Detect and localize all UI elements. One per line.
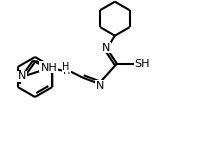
Text: SH: SH — [134, 59, 150, 69]
Text: N: N — [102, 43, 110, 53]
Text: N: N — [96, 81, 104, 91]
Text: N: N — [18, 71, 26, 81]
Text: H: H — [62, 62, 70, 72]
Text: NH: NH — [40, 63, 57, 73]
Text: H: H — [63, 66, 70, 76]
Text: NH: NH — [40, 62, 57, 72]
